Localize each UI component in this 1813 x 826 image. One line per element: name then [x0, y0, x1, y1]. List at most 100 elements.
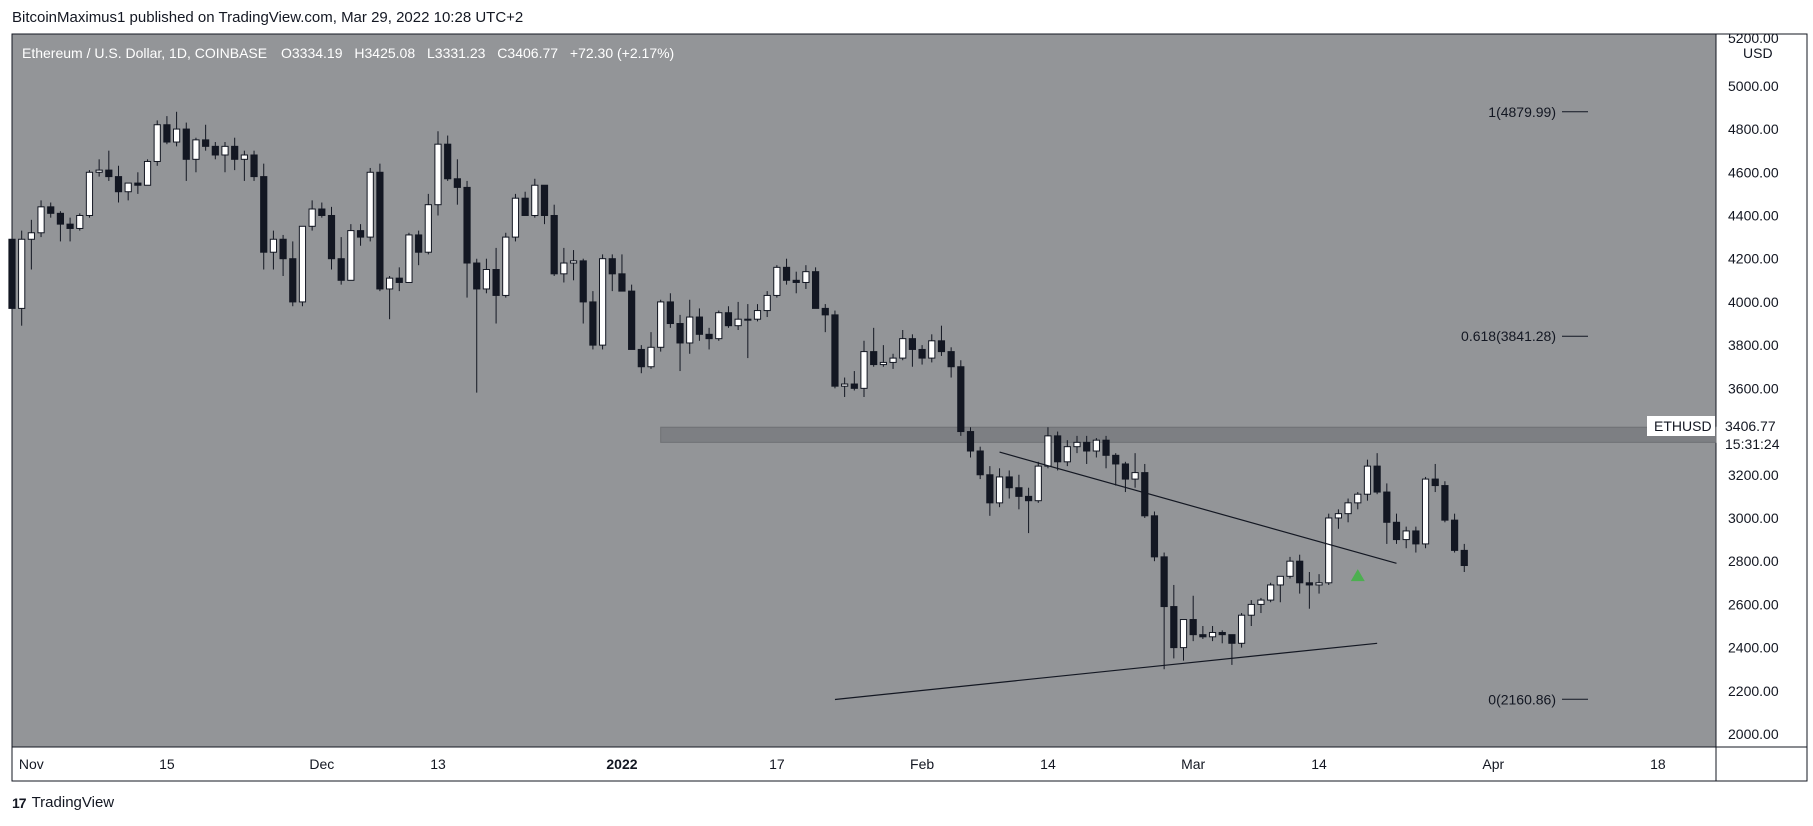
- price-tag: ETHUSD 3406.77 15:31:24: [1647, 416, 1799, 454]
- chart-frame: [11, 33, 1808, 782]
- candle-body: [105, 169, 113, 178]
- candle-body: [1073, 441, 1081, 448]
- price-tick-label: 3200.00: [1728, 467, 1779, 483]
- candle-body: [1354, 493, 1362, 504]
- candle-body: [240, 154, 248, 160]
- candle-body: [831, 314, 839, 387]
- candle-body: [221, 145, 229, 156]
- candle-body: [1247, 603, 1255, 616]
- candle-body: [647, 346, 655, 368]
- candle-body: [792, 279, 800, 283]
- candle-body: [850, 383, 858, 389]
- legend-close-label: C: [497, 45, 507, 61]
- published-header: BitcoinMaximus1 published on TradingView…: [12, 9, 524, 26]
- candle-body: [1054, 435, 1062, 463]
- symbol-tag-bg: [1647, 416, 1715, 436]
- candle-body: [444, 143, 452, 180]
- candle-body: [56, 212, 65, 225]
- candle-body: [1005, 476, 1013, 489]
- candle-body: [1334, 513, 1343, 519]
- candle-body: [66, 223, 74, 229]
- candle-body: [1392, 521, 1401, 541]
- candle-body: [405, 234, 413, 283]
- candle-body: [521, 197, 529, 216]
- price-tick-label: 4200.00: [1728, 251, 1779, 267]
- footer: 17 TradingView: [12, 794, 114, 811]
- candle-body: [899, 338, 907, 359]
- candle-body: [734, 318, 742, 327]
- time-axis-panel[interactable]: [12, 747, 1807, 781]
- candle-body: [1131, 472, 1139, 480]
- time-tick-label: Feb: [910, 756, 934, 772]
- candle-body: [1034, 465, 1042, 502]
- price-tick-label: 2400.00: [1728, 640, 1779, 656]
- candle-body: [95, 169, 103, 173]
- time-tick-label: 14: [1040, 756, 1056, 772]
- chart-legend: Ethereum / U.S. Dollar, 1D, COINBASE O33…: [22, 45, 674, 61]
- candle-body: [773, 266, 781, 296]
- price-tick-label: 4800.00: [1728, 121, 1779, 137]
- candle-body: [753, 310, 762, 320]
- candle-body: [957, 366, 965, 433]
- trendlines: [834, 451, 1397, 701]
- candle-body: [511, 197, 520, 238]
- candle-body: [1286, 560, 1294, 577]
- candle-body: [1460, 549, 1468, 567]
- candle-body: [918, 348, 926, 359]
- candle-body: [327, 214, 336, 260]
- candle-body: [1237, 614, 1246, 644]
- candle-body: [318, 208, 326, 216]
- fib-label: 0.618(3841.28): [1461, 328, 1556, 344]
- candle-body: [763, 294, 771, 312]
- candle-body: [1083, 441, 1091, 452]
- currency-badge: [1737, 44, 1777, 62]
- footer-brand: TradingView: [31, 794, 115, 811]
- candle-body: [1441, 485, 1449, 521]
- candle-body: [666, 301, 674, 325]
- time-tick-label: Apr: [1482, 756, 1504, 772]
- price-tick-label: 4600.00: [1728, 164, 1779, 180]
- candle-body: [908, 338, 917, 350]
- candle-body: [1296, 560, 1304, 584]
- price-tick-label: 2200.00: [1728, 683, 1779, 699]
- candle-body: [550, 214, 558, 275]
- candle-body: [1141, 472, 1149, 517]
- candle-body: [27, 232, 35, 240]
- candle-body: [269, 238, 278, 253]
- candle-body: [860, 351, 868, 389]
- candle-body: [1102, 439, 1110, 456]
- price-tick-label: 2000.00: [1728, 726, 1779, 742]
- candle-body: [1208, 631, 1217, 638]
- fib-levels: 1(4879.99) 0.618(3841.28) 0(2160.86): [1461, 104, 1588, 707]
- candle-body: [569, 260, 578, 264]
- legend-low-value: 3331.23: [435, 45, 486, 61]
- legend-open-value: 3334.19: [292, 45, 343, 61]
- price-tick-label: 2800.00: [1728, 553, 1779, 569]
- candle-body: [18, 238, 26, 309]
- candle-body: [686, 316, 694, 344]
- time-tick-label: 2022: [606, 756, 637, 772]
- candle-body: [1305, 582, 1313, 586]
- candle-body: [1363, 465, 1372, 495]
- price-axis-ticks: 5000.00 4800.00 4600.00 4400.00 4200.00 4000.…: [1728, 78, 1779, 742]
- candle-body: [356, 230, 365, 238]
- candle-body: [76, 214, 84, 229]
- candle-body: [1412, 530, 1420, 545]
- candles: [8, 111, 1468, 670]
- candle-body: [347, 230, 355, 281]
- candle-body: [143, 160, 152, 186]
- legend-low-label: L: [427, 45, 435, 61]
- price-axis-panel[interactable]: [1716, 34, 1807, 747]
- candle-body: [289, 258, 297, 303]
- candle-body: [453, 178, 461, 188]
- candle-body: [1189, 619, 1197, 636]
- candle-body: [1402, 530, 1410, 541]
- candle-body: [628, 290, 636, 350]
- candle-body: [1228, 634, 1236, 644]
- candle-body: [705, 333, 713, 340]
- candle-body: [1121, 463, 1130, 480]
- candle-body: [473, 262, 481, 290]
- time-tick-label: Dec: [309, 756, 334, 772]
- time-tick-label: Mar: [1181, 756, 1205, 772]
